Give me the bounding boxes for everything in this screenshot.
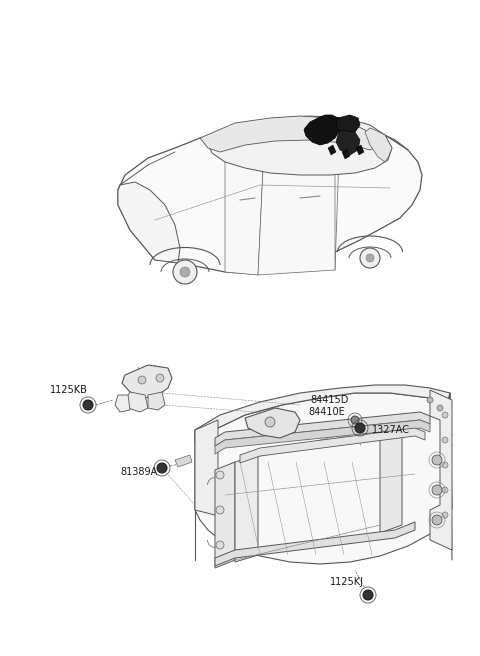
Polygon shape bbox=[240, 428, 425, 463]
Circle shape bbox=[366, 254, 374, 262]
Polygon shape bbox=[336, 130, 360, 155]
Circle shape bbox=[216, 471, 224, 479]
Text: 1327AC: 1327AC bbox=[372, 425, 410, 435]
Polygon shape bbox=[215, 420, 430, 454]
Circle shape bbox=[216, 541, 224, 549]
Text: 84415D: 84415D bbox=[310, 395, 348, 405]
Circle shape bbox=[173, 260, 197, 284]
Polygon shape bbox=[175, 455, 192, 467]
Polygon shape bbox=[195, 393, 452, 564]
Polygon shape bbox=[258, 125, 335, 275]
Polygon shape bbox=[225, 125, 265, 275]
Circle shape bbox=[442, 462, 448, 468]
Circle shape bbox=[442, 412, 448, 418]
Circle shape bbox=[442, 437, 448, 443]
Polygon shape bbox=[148, 392, 165, 410]
Polygon shape bbox=[195, 420, 240, 540]
Circle shape bbox=[427, 397, 433, 403]
Polygon shape bbox=[342, 149, 350, 159]
Text: 81389A: 81389A bbox=[120, 467, 157, 477]
Circle shape bbox=[432, 515, 442, 525]
Polygon shape bbox=[215, 522, 415, 566]
Polygon shape bbox=[122, 365, 172, 398]
Circle shape bbox=[363, 590, 373, 600]
Polygon shape bbox=[245, 408, 300, 438]
Circle shape bbox=[442, 512, 448, 518]
Polygon shape bbox=[356, 145, 364, 155]
Polygon shape bbox=[115, 395, 130, 412]
Polygon shape bbox=[328, 145, 336, 155]
Circle shape bbox=[157, 463, 167, 473]
Text: 1125KJ: 1125KJ bbox=[330, 577, 364, 587]
Circle shape bbox=[216, 506, 224, 514]
Polygon shape bbox=[304, 115, 342, 145]
Polygon shape bbox=[118, 123, 422, 274]
Circle shape bbox=[437, 405, 443, 411]
Polygon shape bbox=[215, 462, 235, 568]
Circle shape bbox=[432, 485, 442, 495]
Polygon shape bbox=[336, 115, 360, 135]
Circle shape bbox=[180, 267, 190, 277]
Polygon shape bbox=[208, 116, 392, 175]
Polygon shape bbox=[235, 455, 258, 562]
Circle shape bbox=[360, 248, 380, 268]
Polygon shape bbox=[430, 390, 452, 550]
Polygon shape bbox=[365, 128, 392, 162]
Text: 84410E: 84410E bbox=[308, 407, 345, 417]
Circle shape bbox=[432, 455, 442, 465]
Circle shape bbox=[83, 400, 93, 410]
Circle shape bbox=[138, 376, 146, 384]
Polygon shape bbox=[118, 182, 180, 263]
Circle shape bbox=[265, 417, 275, 427]
Polygon shape bbox=[195, 385, 450, 442]
Polygon shape bbox=[200, 116, 380, 152]
Circle shape bbox=[156, 374, 164, 382]
Text: 1125KB: 1125KB bbox=[50, 385, 88, 395]
Polygon shape bbox=[125, 392, 148, 412]
Polygon shape bbox=[380, 420, 402, 533]
Polygon shape bbox=[215, 412, 430, 446]
Circle shape bbox=[351, 416, 359, 424]
Circle shape bbox=[442, 487, 448, 493]
Circle shape bbox=[355, 423, 365, 433]
